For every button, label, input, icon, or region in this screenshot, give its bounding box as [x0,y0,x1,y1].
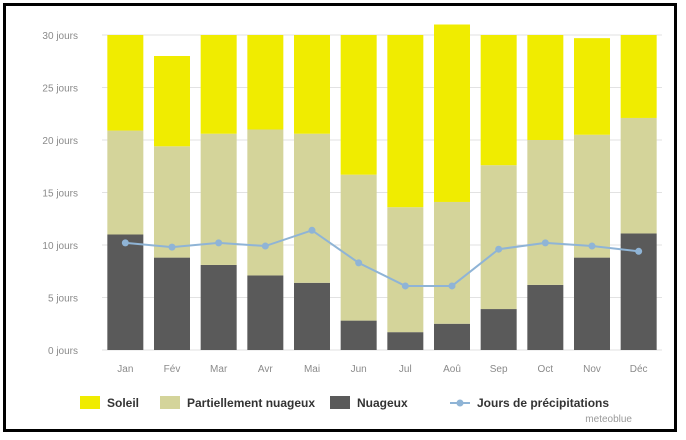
bar-segment-soleil [387,35,424,208]
bar-segment-nuageux [574,257,610,350]
gridlines [102,34,662,351]
legend[interactable]: Soleil Partiellement nuageux Nuageux Jours … [80,396,609,410]
bar-segment-soleil [527,35,564,140]
x-tick-label: Nov [583,364,601,375]
bar-segment-soleil [107,35,144,131]
bar-segment-nuageux [200,264,237,350]
bar-segment-partiellement-nuageux [294,133,330,283]
precipitation-point [635,247,643,255]
precipitation-line [121,226,643,290]
bar-segment-partiellement-nuageux [480,165,517,310]
bar-segment-nuageux [107,234,144,350]
precipitation-point [261,242,269,250]
bar-segment-nuageux [387,332,424,350]
precipitation-line-path [125,229,639,287]
bar-segment-partiellement-nuageux [107,130,144,235]
legend-swatch [330,396,350,409]
legend-swatch [80,396,100,409]
legend-item[interactable]: Soleil [80,396,139,410]
y-axis-tick-labels: 0 jours 5 jours 10 jours 15 jours 20 jours 25… [42,31,78,357]
bar-segment-nuageux [434,323,470,350]
x-tick-label: Fév [164,364,181,375]
y-tick-label: 10 jours [42,241,78,252]
x-tick-label: Mar [210,364,228,375]
bar-segment-partiellement-nuageux [527,140,564,285]
y-tick-label: 20 jours [42,136,78,147]
bar-segment-nuageux [247,275,284,350]
x-tick-label: Jul [399,364,412,375]
bar-segment-partiellement-nuageux [247,129,284,276]
bar-segment-nuageux [154,257,190,350]
y-tick-label: 0 jours [48,346,78,357]
bar-segment-partiellement-nuageux [154,146,190,258]
x-tick-label: Sep [490,364,508,375]
precipitation-point [308,226,316,234]
x-tick-label: Déc [630,364,648,375]
bar-segment-soleil [247,35,284,130]
x-tick-label: Aoû [443,364,461,375]
precipitation-point [401,282,409,290]
bar-segment-partiellement-nuageux [574,134,610,258]
bar-segment-soleil [574,38,610,135]
bar-segment-soleil [294,35,330,134]
bar-segment-nuageux [527,284,564,350]
bar-segment-nuageux [340,320,377,350]
precipitation-point [495,245,503,253]
x-tick-label: Jun [351,364,367,375]
legend-swatch-marker [456,399,464,407]
bar-segment-partiellement-nuageux [387,207,424,333]
bar-segment-soleil [620,35,657,118]
legend-label: Partiellement nuageux [187,396,315,410]
y-tick-label: 30 jours [42,31,78,42]
precipitation-point [541,239,549,247]
x-tick-label: Jan [117,364,133,375]
precipitation-point [215,239,223,247]
bar-segment-partiellement-nuageux [434,201,470,324]
x-tick-label: Mai [304,364,320,375]
bar-segment-partiellement-nuageux [340,174,377,321]
y-tick-label: 5 jours [48,294,78,305]
legend-item[interactable]: Nuageux [330,396,408,410]
precipitation-point [168,243,176,251]
bar-segment-soleil [340,35,377,175]
legend-swatch [160,396,180,409]
precipitation-point [121,239,129,247]
x-axis-tick-labels: Jan Fév Mar Avr Mai Jun Jul Aoû Sep Oct Nov Déc [117,364,647,375]
bars [107,24,657,350]
legend-label: Jours de précipitations [477,396,609,410]
bar-segment-soleil [200,35,237,134]
legend-item[interactable]: Jours de précipitations [450,396,609,410]
credit-label: meteoblue [585,414,632,425]
bar-segment-nuageux [294,282,330,350]
bar-segment-nuageux [480,309,517,350]
y-tick-label: 15 jours [42,189,78,200]
precipitation-point [448,282,456,290]
precipitation-point [355,259,363,267]
legend-label: Nuageux [357,396,408,410]
precipitation-point [588,242,596,250]
legend-label: Soleil [107,396,139,410]
bar-segment-soleil [434,24,470,202]
x-tick-label: Oct [538,364,554,375]
bar-segment-soleil [480,35,517,166]
legend-item[interactable]: Partiellement nuageux [160,396,315,410]
bar-segment-soleil [154,56,190,147]
y-tick-label: 25 jours [42,84,78,95]
bar-segment-partiellement-nuageux [620,117,657,234]
x-tick-label: Avr [258,364,273,375]
